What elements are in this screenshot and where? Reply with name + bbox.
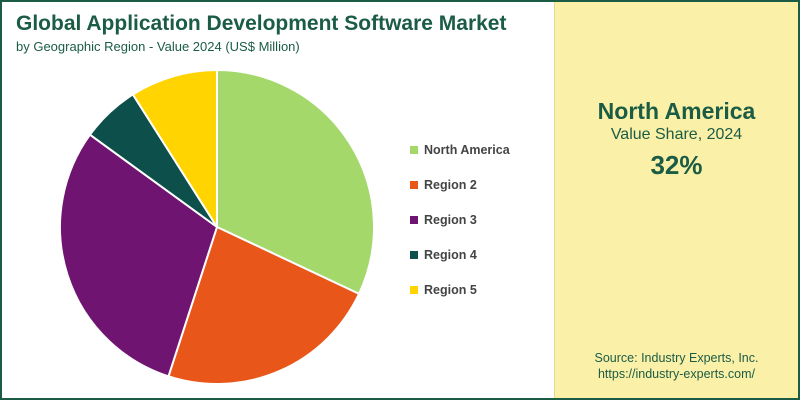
chart-subtitle: by Geographic Region - Value 2024 (US$ M… xyxy=(16,39,300,54)
source-text: Source: Industry Experts, Inc. xyxy=(594,351,759,365)
legend-swatch xyxy=(410,180,418,189)
legend-swatch xyxy=(410,145,418,154)
legend-label: North America xyxy=(424,142,510,157)
pie-slice-region-3 xyxy=(59,133,218,378)
legend-swatch xyxy=(410,250,418,259)
chart-legend: North America Region 2 Region 3 Region 4 Reg… xyxy=(410,132,510,307)
highlight-label: Value Share, 2024 xyxy=(610,126,743,143)
legend-label: Region 4 xyxy=(424,247,477,262)
highlight-region: North America xyxy=(597,98,756,124)
legend-item-region-2: Region 2 xyxy=(410,167,510,202)
legend-label: Region 2 xyxy=(424,177,477,192)
legend-item-region-4: Region 4 xyxy=(410,237,510,272)
legend-item-region-5: Region 5 xyxy=(410,272,510,307)
pie-chart xyxy=(59,69,375,385)
highlight-value: 32% xyxy=(650,150,703,180)
highlight-panel: North America Value Share, 2024 32% Sour… xyxy=(554,2,798,398)
source-note: Source: Industry Experts, Inc. https://i… xyxy=(555,350,798,382)
legend-swatch xyxy=(410,285,418,294)
chart-title: Global Application Development Software … xyxy=(16,12,507,35)
legend-label: Region 5 xyxy=(424,282,477,297)
pie-slice-region-5 xyxy=(131,69,218,228)
pie-slice-north-america xyxy=(216,69,375,295)
source-url: https://industry-experts.com/ xyxy=(597,367,755,381)
legend-item-region-3: Region 3 xyxy=(410,202,510,237)
legend-swatch xyxy=(410,215,418,224)
pie-slice-region-2 xyxy=(167,226,361,385)
legend-label: Region 3 xyxy=(424,212,477,227)
chart-panel: Global Application Development Software … xyxy=(2,2,554,398)
legend-item-north-america: North America xyxy=(410,132,510,167)
